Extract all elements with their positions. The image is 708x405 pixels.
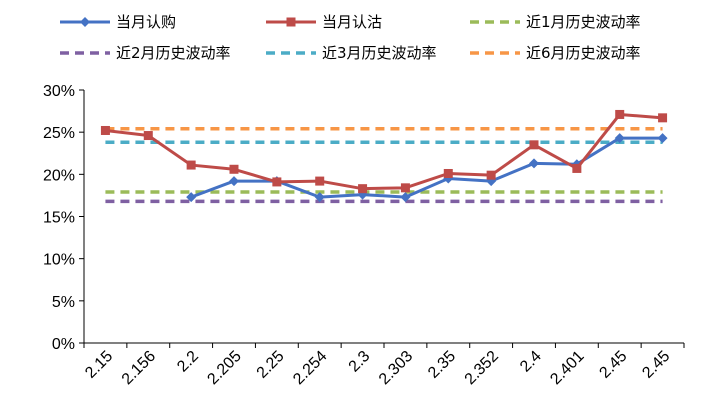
x-tick-label: 2.45 — [597, 348, 631, 382]
data-point — [614, 133, 625, 144]
x-tick-label: 2.15 — [82, 348, 116, 382]
data-point — [229, 176, 239, 187]
data-point — [657, 133, 668, 144]
y-tick-label: 10% — [43, 252, 75, 269]
legend-item: 近1月历史波动率 — [470, 13, 641, 31]
legend-item: 近2月历史波动率 — [60, 44, 231, 62]
data-point — [615, 109, 625, 119]
legend-marker — [286, 17, 296, 27]
x-tick-label: 2.35 — [425, 348, 459, 382]
series-2 — [100, 109, 668, 194]
data-point — [314, 192, 325, 203]
y-tick-label: 15% — [43, 210, 75, 227]
legend-marker — [80, 17, 90, 27]
legend-item: 近6月历史波动率 — [470, 44, 641, 62]
legend-item: 当月认购 — [60, 13, 176, 31]
x-tick-label: 2.303 — [376, 348, 416, 388]
y-tick-label: 25% — [43, 125, 75, 142]
data-point — [400, 183, 410, 193]
data-point — [272, 177, 282, 187]
x-tick-label: 2.352 — [462, 348, 502, 388]
data-point — [443, 168, 453, 178]
x-axis: 2.15 2.156 2.2 2.205 2.25 2.254 2.3 2.303 2.35 2.… — [82, 342, 685, 388]
legend-label: 近3月历史波动率 — [322, 44, 437, 62]
x-tick-label: 2.45 — [639, 348, 673, 382]
legend-label: 近2月历史波动率 — [116, 44, 231, 62]
x-tick-label: 2.156 — [119, 348, 159, 388]
data-point — [658, 113, 668, 123]
legend-item: 当月认沽 — [266, 13, 382, 31]
legend-label: 近1月历史波动率 — [526, 13, 641, 31]
legend-item: 近3月历史波动率 — [266, 44, 437, 62]
y-tick-label: 30% — [43, 83, 75, 100]
series-line — [105, 112, 663, 191]
y-tick-label: 5% — [52, 294, 75, 311]
data-point — [186, 160, 196, 170]
x-tick-label: 2.205 — [204, 348, 244, 388]
series-line — [190, 136, 663, 199]
y-tick-label: 20% — [43, 167, 75, 184]
data-point — [100, 125, 110, 135]
data-point — [186, 192, 197, 203]
legend-label: 当月认购 — [116, 13, 176, 31]
data-point — [572, 163, 582, 173]
legend-label: 近6月历史波动率 — [526, 44, 641, 62]
x-tick-label: 2.254 — [290, 348, 330, 388]
data-point — [229, 164, 239, 174]
data-point — [529, 140, 539, 150]
x-tick-label: 2.25 — [254, 348, 288, 382]
legend-label: 当月认沽 — [322, 13, 382, 31]
series-layer — [100, 109, 668, 204]
data-point — [486, 170, 496, 180]
data-point — [358, 184, 368, 194]
data-point — [529, 158, 539, 169]
y-axis: 0% 5% 10% 15% 20% 25% 30% — [43, 83, 85, 353]
data-point — [315, 176, 325, 186]
data-point — [400, 192, 411, 203]
data-point — [143, 131, 153, 141]
x-tick-label: 2.4 — [517, 348, 545, 376]
x-tick-label: 2.2 — [174, 348, 202, 376]
y-tick-label: 0% — [52, 336, 75, 353]
x-tick-label: 2.401 — [547, 348, 587, 388]
x-tick-label: 2.3 — [346, 348, 374, 376]
